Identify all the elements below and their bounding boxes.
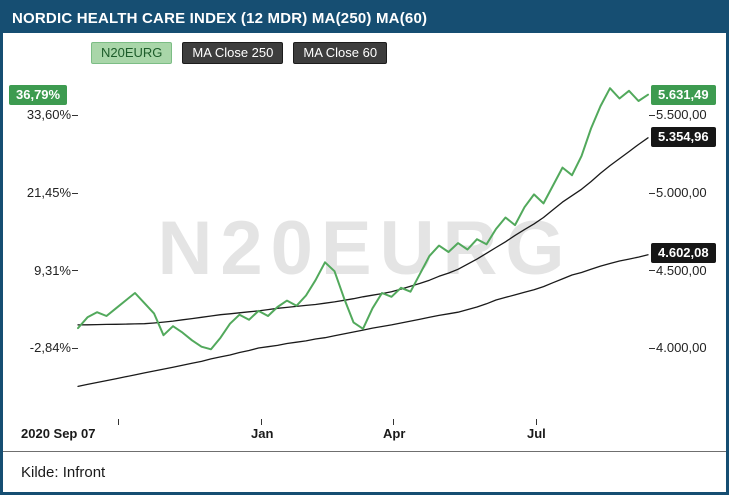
x-axis-tick bbox=[536, 419, 537, 425]
left-axis-tick-label: -2,84% bbox=[29, 340, 71, 355]
watermark-text: N20EURG bbox=[157, 206, 573, 291]
x-axis-tick bbox=[118, 419, 119, 425]
left-axis-tick bbox=[72, 115, 78, 116]
left-axis-tick bbox=[72, 270, 78, 271]
last-price-badge: 5.631,49 bbox=[651, 85, 716, 105]
source-label: Kilde: Infront bbox=[21, 463, 106, 481]
left-axis-tick-label: 9,31% bbox=[34, 263, 71, 278]
right-axis-tick-label: 5.000,00 bbox=[656, 185, 707, 200]
right-axis-tick-label: 4.500,00 bbox=[656, 263, 707, 278]
right-axis-tick bbox=[649, 348, 655, 349]
footer: Kilde: Infront bbox=[3, 451, 726, 492]
chart-area: N20EURG MA Close 250 MA Close 60 N20EURG… bbox=[3, 33, 726, 451]
price-chart-plot bbox=[77, 87, 649, 388]
x-axis-label-apr: Apr bbox=[383, 426, 406, 441]
x-axis-tick bbox=[261, 419, 262, 425]
right-axis-tick bbox=[649, 115, 655, 116]
right-axis-tick-label: 5.500,00 bbox=[656, 107, 707, 122]
pct-change-badge: 36,79% bbox=[9, 85, 68, 105]
title-bar: NORDIC HEALTH CARE INDEX (12 MDR) MA(250… bbox=[3, 3, 726, 33]
chart-title: NORDIC HEALTH CARE INDEX (12 MDR) MA(250… bbox=[12, 9, 428, 27]
right-axis-tick bbox=[649, 270, 655, 271]
x-axis-label-jan: Jan bbox=[251, 426, 274, 441]
x-axis-tick bbox=[393, 419, 394, 425]
x-axis-label-start: 2020 Sep 07 bbox=[21, 426, 96, 441]
x-axis-label-jul: Jul bbox=[527, 426, 546, 441]
left-axis-tick-label: 21,45% bbox=[26, 185, 71, 200]
ma250-value-badge: 4.602,08 bbox=[651, 243, 716, 263]
left-axis-tick bbox=[72, 193, 78, 194]
legend: N20EURG MA Close 250 MA Close 60 bbox=[91, 42, 388, 64]
left-axis-tick-label: 33,60% bbox=[26, 107, 71, 122]
right-axis-tick-label: 4.000,00 bbox=[656, 340, 707, 355]
legend-item-ma-close-60[interactable]: MA Close 60 bbox=[293, 42, 388, 64]
ma60-value-badge: 5.354,96 bbox=[651, 127, 716, 147]
legend-item-ma-close-250[interactable]: MA Close 250 bbox=[182, 42, 284, 64]
legend-item-n20eurg[interactable]: N20EURG bbox=[91, 42, 173, 64]
left-axis-tick bbox=[72, 348, 78, 349]
right-axis-tick bbox=[649, 193, 655, 194]
